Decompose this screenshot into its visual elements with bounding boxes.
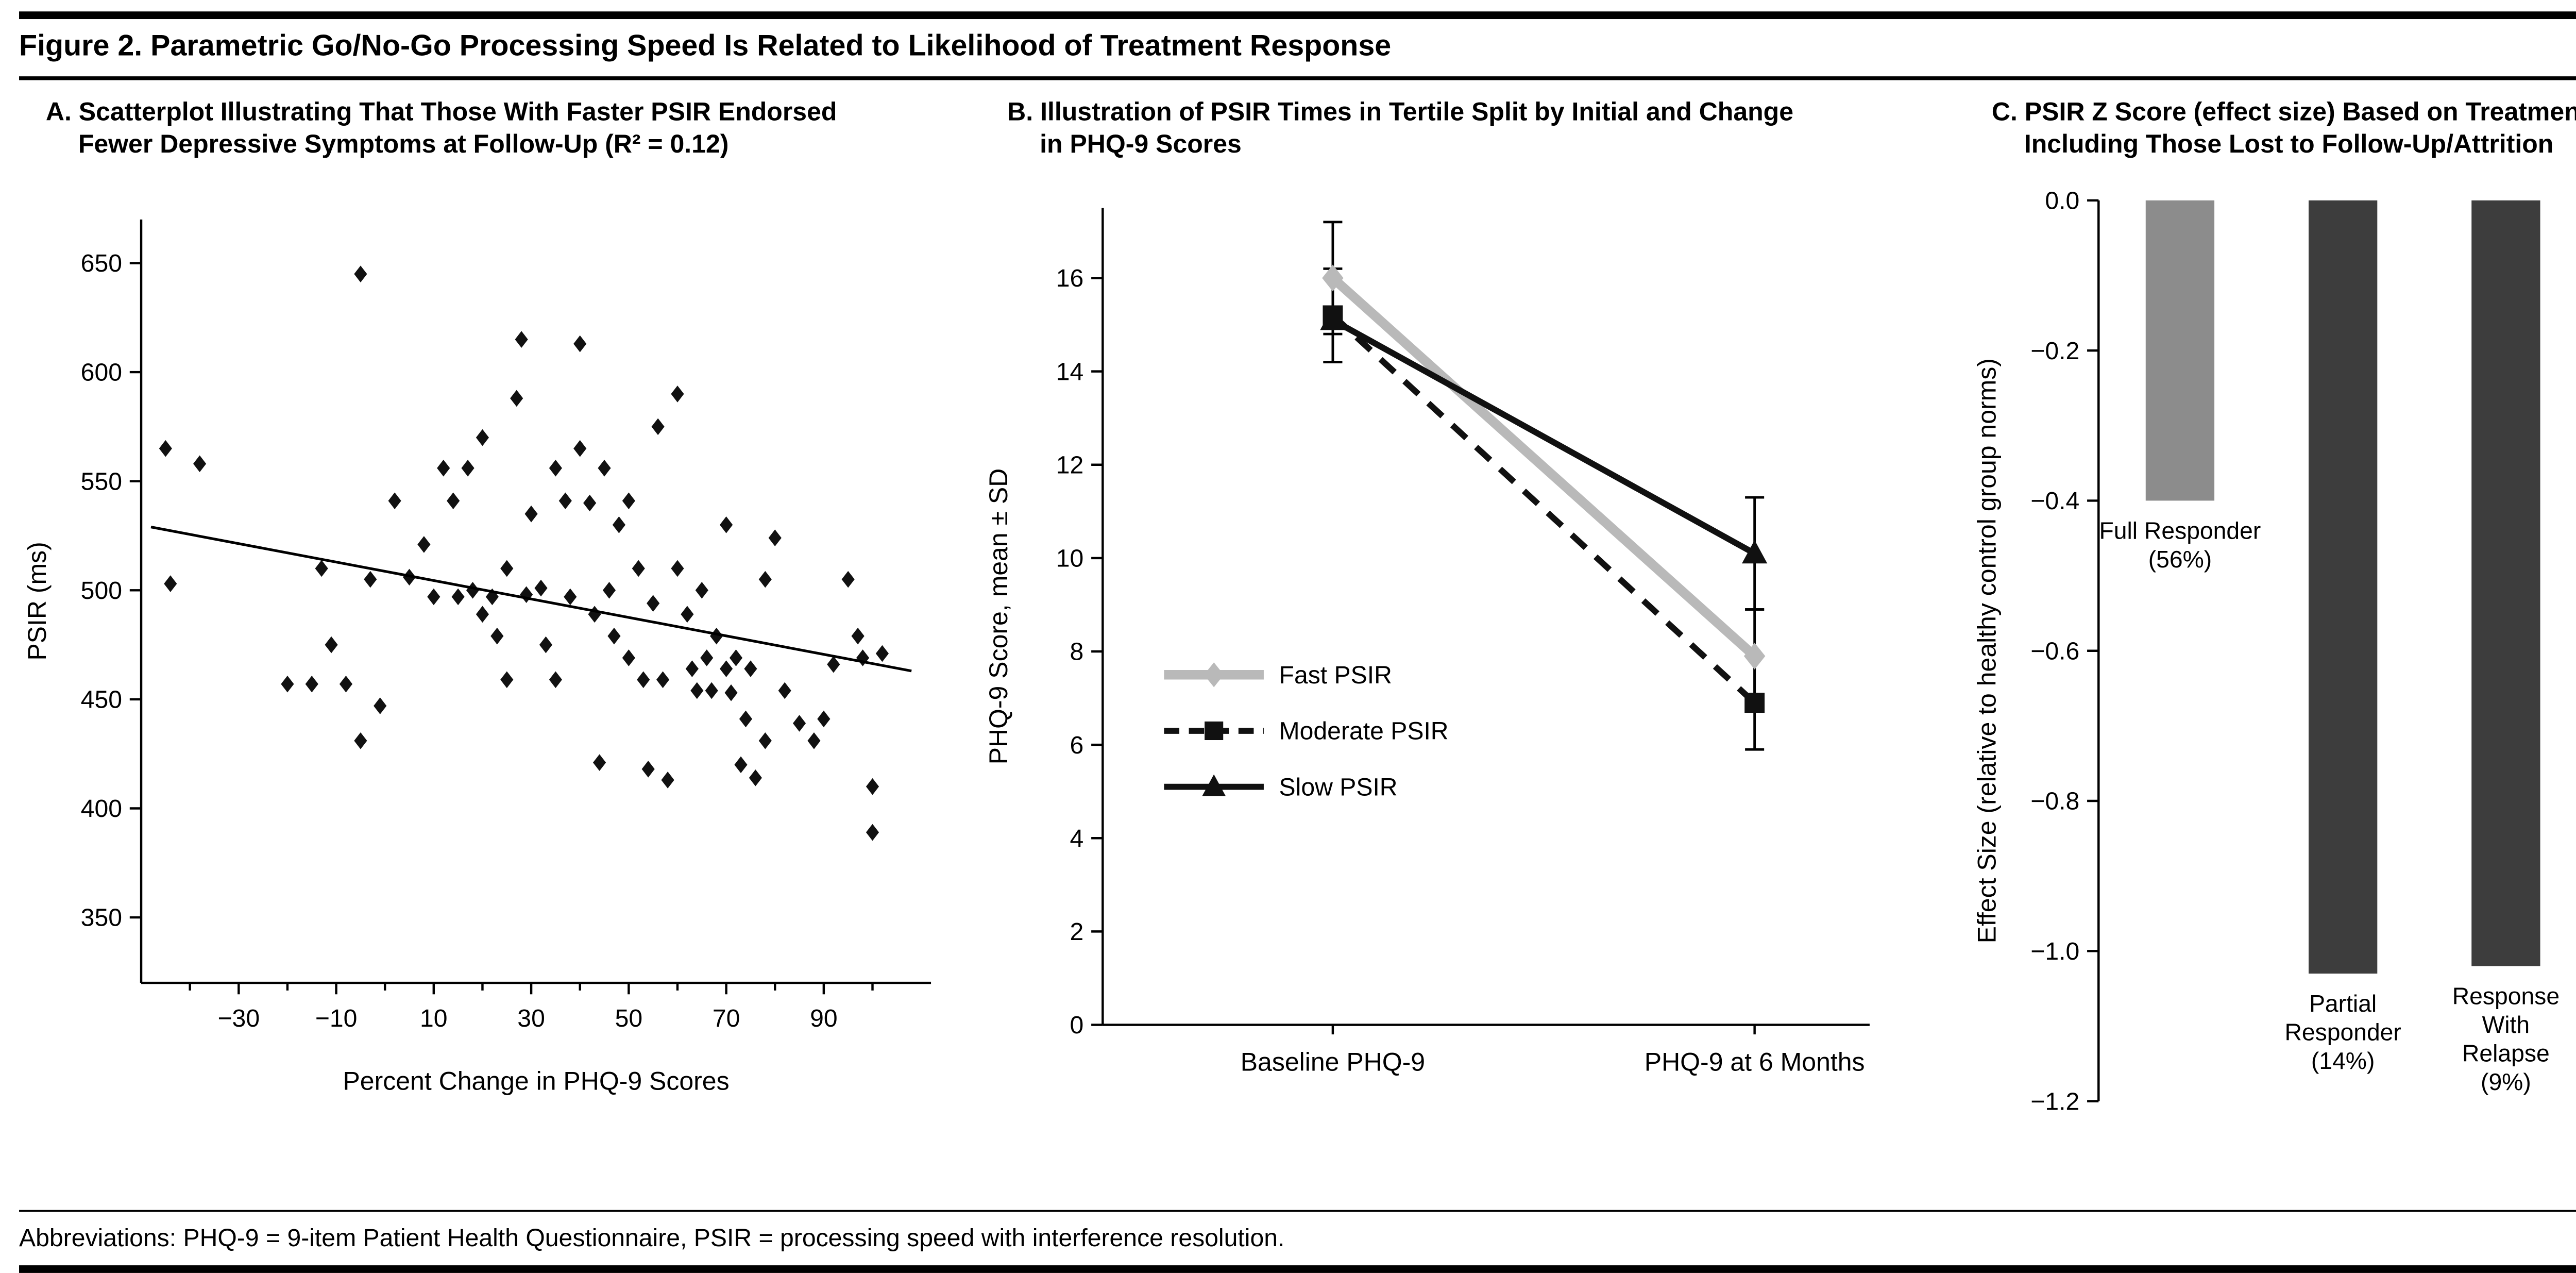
bar-chart: 0.0 −0.2 −0.4 −0.6 −0.8 −1.0 −1.2 Full Responde… xyxy=(1972,186,2560,1115)
bar-1 xyxy=(2309,199,2378,973)
figure-title: Figure 2. Parametric Go/No-Go Processing… xyxy=(19,30,1392,63)
svg-text:450: 450 xyxy=(81,685,122,713)
svg-text:0.0: 0.0 xyxy=(2045,186,2079,214)
svg-text:550: 550 xyxy=(81,467,122,495)
panel-c-heading-line1: C. PSIR Z Score (effect size) Based on T… xyxy=(1991,96,2576,125)
svg-text:Slow PSIR: Slow PSIR xyxy=(1279,773,1398,800)
svg-text:−0.8: −0.8 xyxy=(2030,786,2079,814)
svg-text:350: 350 xyxy=(81,903,122,931)
panel-c-heading: C. PSIR Z Score (effect size) Based on T… xyxy=(1992,94,2576,161)
a-xlabel: Percent Change in PHQ-9 Scores xyxy=(343,1066,729,1095)
svg-text:600: 600 xyxy=(81,358,122,386)
svg-text:(14%): (14%) xyxy=(2311,1047,2375,1074)
svg-text:650: 650 xyxy=(81,249,122,277)
svg-text:30: 30 xyxy=(517,1004,545,1032)
svg-text:Response: Response xyxy=(2452,982,2560,1009)
svg-text:6: 6 xyxy=(1070,730,1084,758)
svg-text:8: 8 xyxy=(1070,637,1084,665)
svg-text:With: With xyxy=(2482,1011,2530,1037)
panel-b-heading-line2: in PHQ-9 Scores xyxy=(1040,129,1242,159)
panel-c: C. PSIR Z Score (effect size) Based on T… xyxy=(1965,94,2576,1131)
svg-text:Fast PSIR: Fast PSIR xyxy=(1279,660,1392,688)
a-ylabel: PSIR (ms) xyxy=(23,541,52,660)
svg-text:(56%): (56%) xyxy=(2148,545,2212,572)
svg-text:−0.4: −0.4 xyxy=(2030,487,2079,514)
svg-text:70: 70 xyxy=(713,1004,740,1032)
bar-0 xyxy=(2145,199,2215,500)
svg-text:Responder: Responder xyxy=(2284,1018,2401,1045)
svg-text:Relapse: Relapse xyxy=(2462,1039,2550,1066)
svg-text:−30: −30 xyxy=(217,1004,260,1032)
svg-text:Moderate PSIR: Moderate PSIR xyxy=(1279,716,1449,744)
title-rule xyxy=(19,76,2576,79)
svg-text:12: 12 xyxy=(1056,450,1084,478)
panel-a-heading-line1: A. Scatterplot Illustrating That Those W… xyxy=(45,96,837,125)
svg-text:50: 50 xyxy=(615,1004,643,1032)
c-axes xyxy=(2087,198,2100,1102)
bar-2 xyxy=(2471,199,2540,965)
abbreviations-footnote: Abbreviations: PHQ-9 = 9-item Patient He… xyxy=(19,1223,1285,1252)
svg-text:−1.0: −1.0 xyxy=(2030,936,2079,964)
svg-text:500: 500 xyxy=(81,576,122,604)
svg-text:−1.2: −1.2 xyxy=(2030,1087,2079,1115)
panel-b: B. Illustration of PSIR Times in Tertile… xyxy=(980,94,1957,1131)
svg-text:10: 10 xyxy=(1056,544,1084,572)
scatter-chart: 350 400 450 500 550 600 650 −30 −10 10 30 50 70 90 PSI… xyxy=(23,219,931,1095)
b-legend: Fast PSIR Moderate PSIR Slow PSIR xyxy=(1164,660,1449,800)
svg-text:10: 10 xyxy=(420,1004,448,1032)
svg-text:(9%): (9%) xyxy=(2481,1068,2531,1095)
b-series-lines xyxy=(1329,274,1758,705)
c-ylabel: Effect Size (relative to healthy control… xyxy=(1972,358,2001,943)
svg-text:400: 400 xyxy=(81,794,122,822)
panel-c-heading-line2: Including Those Lost to Follow-Up/Attrit… xyxy=(2024,129,2554,159)
top-rule xyxy=(19,11,2576,20)
panels-row: A. Scatterplot Illustrating That Those W… xyxy=(19,79,2576,1209)
bottom-rule xyxy=(19,1265,2576,1273)
svg-text:2: 2 xyxy=(1070,917,1084,945)
line-chart: 0 2 4 6 8 10 12 14 16 Baseline PHQ-9 PHQ-9 at 6 Mo… xyxy=(984,207,1870,1076)
svg-text:Baseline PHQ-9: Baseline PHQ-9 xyxy=(1241,1047,1425,1076)
a-points xyxy=(159,264,889,840)
svg-text:Partial: Partial xyxy=(2309,990,2377,1016)
b-series-markers xyxy=(1320,264,1768,712)
a-trendline xyxy=(150,525,912,672)
footnote-rule xyxy=(19,1209,2576,1212)
svg-text:−0.2: −0.2 xyxy=(2030,336,2079,364)
a-axes xyxy=(129,219,931,994)
svg-text:0: 0 xyxy=(1070,1011,1084,1038)
svg-text:−0.6: −0.6 xyxy=(2030,636,2079,664)
panel-a: A. Scatterplot Illustrating That Those W… xyxy=(19,94,973,1131)
panel-a-heading-line2: Fewer Depressive Symptoms at Follow-Up (… xyxy=(78,129,729,159)
svg-text:4: 4 xyxy=(1070,824,1084,851)
svg-text:Full Responder: Full Responder xyxy=(2099,516,2261,543)
svg-text:16: 16 xyxy=(1056,264,1084,292)
svg-text:90: 90 xyxy=(810,1004,838,1032)
c-bars: Full Responder(56%) PartialResponder(14%)… xyxy=(2099,199,2560,1095)
svg-text:−10: −10 xyxy=(315,1004,358,1032)
b-axes xyxy=(1091,207,1870,1034)
panel-b-heading-line1: B. Illustration of PSIR Times in Tertile… xyxy=(1007,96,1794,125)
b-ylabel: PHQ-9 Score, mean ± SD xyxy=(984,467,1013,764)
panel-b-heading: B. Illustration of PSIR Times in Tertile… xyxy=(1007,94,1957,161)
svg-text:14: 14 xyxy=(1056,357,1084,385)
svg-text:PHQ-9 at 6 Months: PHQ-9 at 6 Months xyxy=(1645,1047,1865,1076)
panel-a-heading: A. Scatterplot Illustrating That Those W… xyxy=(46,94,973,161)
